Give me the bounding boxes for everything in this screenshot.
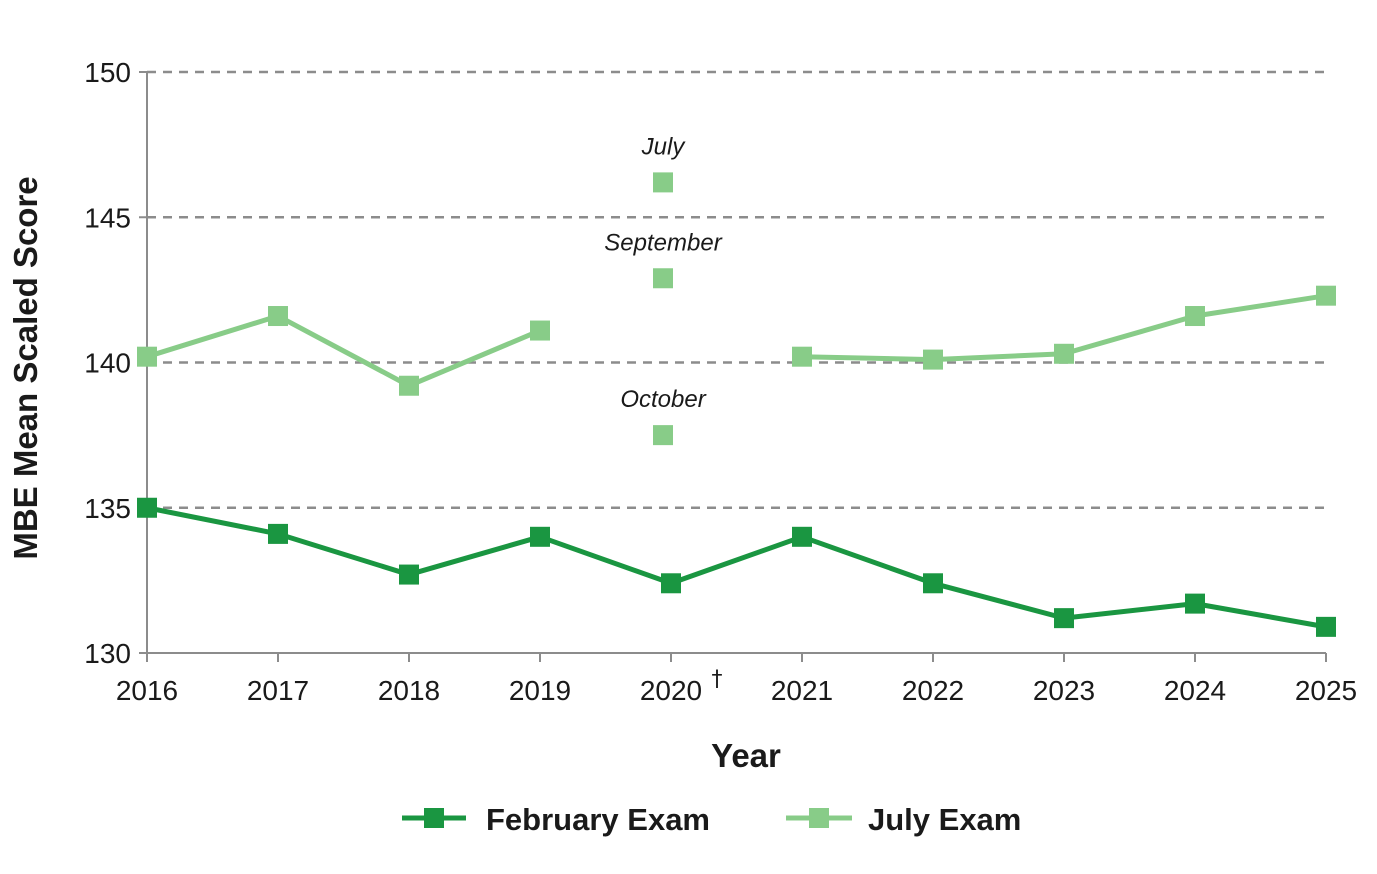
- data-point: [530, 320, 550, 341]
- x-tick-note-mark: †: [712, 667, 723, 692]
- series-february: [137, 497, 1336, 637]
- annotation-label: September: [604, 229, 722, 256]
- data-point: [137, 346, 157, 367]
- legend-marker-july: [809, 808, 829, 828]
- data-point: [268, 306, 288, 327]
- gridlines: [147, 70, 1326, 509]
- legend-item-february: February Exam: [402, 802, 710, 837]
- data-point: [399, 564, 419, 585]
- y-tick-label: 135: [84, 493, 131, 524]
- x-tick-label: 2019: [509, 675, 571, 706]
- y-tick-label: 145: [84, 202, 131, 233]
- data-point: [661, 573, 681, 594]
- series: [137, 285, 1336, 637]
- legend-label-july: July Exam: [868, 802, 1021, 837]
- legend-item-july: July Exam: [786, 802, 1021, 837]
- x-tick-label: 2024: [1164, 675, 1226, 706]
- data-point: [792, 346, 812, 367]
- annotation-point: [653, 172, 673, 193]
- data-point: [1054, 343, 1074, 364]
- y-tick-label: 130: [84, 638, 131, 669]
- series-line: [146, 505, 1327, 630]
- data-point: [399, 375, 419, 396]
- x-tick-label: 2021: [771, 675, 833, 706]
- x-tick-label: 2017: [247, 675, 309, 706]
- y-tick-label: 140: [84, 348, 131, 379]
- annotations: July September October: [604, 133, 723, 446]
- x-tick-label: 2020: [640, 675, 702, 706]
- data-point: [1316, 616, 1336, 637]
- axes: 130 135 140 145 150 2016 2017 2018 2019 2020 † 2021…: [84, 57, 1357, 706]
- annotation-point: [653, 268, 673, 289]
- data-point: [1185, 593, 1205, 614]
- data-point: [1054, 608, 1074, 629]
- series-line: [146, 313, 541, 389]
- x-tick-label: 2025: [1295, 675, 1357, 706]
- x-tick-label: 2016: [116, 675, 178, 706]
- data-point: [923, 573, 943, 594]
- y-axis-title: MBE Mean Scaled Score: [7, 176, 44, 559]
- x-tick-label: 2018: [378, 675, 440, 706]
- series-july: [137, 285, 1336, 396]
- data-point: [137, 497, 157, 518]
- annotation-label: October: [620, 386, 706, 413]
- legend: February Exam July Exam: [402, 802, 1021, 837]
- data-point: [268, 523, 288, 544]
- data-point: [1316, 285, 1336, 306]
- x-axis-title: Year: [711, 737, 781, 774]
- x-tick-label: 2023: [1033, 675, 1095, 706]
- annotation-point: [653, 425, 673, 446]
- data-point: [1185, 306, 1205, 327]
- legend-marker-february: [424, 808, 444, 828]
- data-point: [923, 349, 943, 370]
- y-tick-label: 150: [84, 57, 131, 88]
- legend-label-february: February Exam: [486, 802, 710, 837]
- data-point: [530, 526, 550, 547]
- x-tick-label: 2022: [902, 675, 964, 706]
- annotation-label: July: [641, 133, 687, 160]
- data-point: [792, 526, 812, 547]
